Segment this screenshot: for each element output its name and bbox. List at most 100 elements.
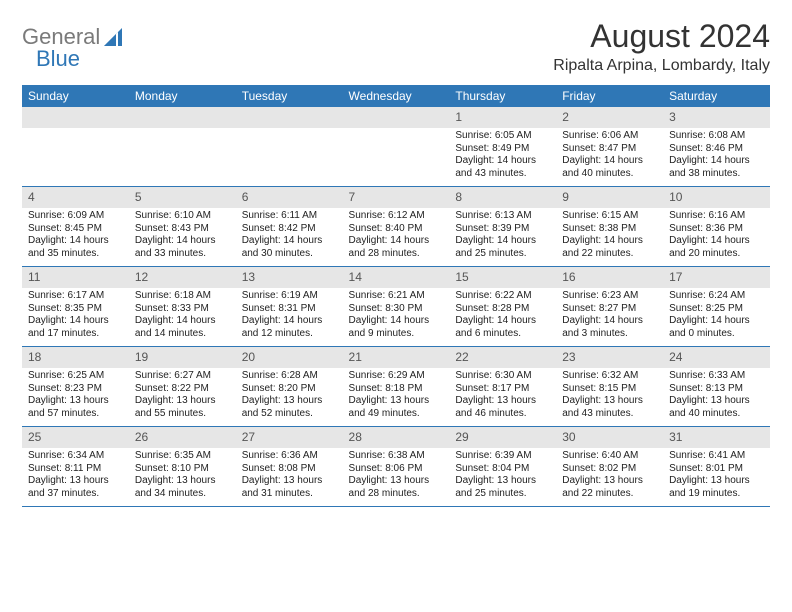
logo-sail-icon [104, 28, 126, 46]
day-info-cell: Sunrise: 6:30 AMSunset: 8:17 PMDaylight:… [449, 368, 556, 427]
sunset-text: Sunset: 8:23 PM [28, 383, 123, 396]
day-number-cell: 12 [129, 267, 236, 289]
sunrise-text: Sunrise: 6:29 AM [349, 370, 444, 383]
daylight-text: Daylight: 14 hours and 25 minutes. [455, 235, 550, 260]
day-info-cell: Sunrise: 6:32 AMSunset: 8:15 PMDaylight:… [556, 368, 663, 427]
sunrise-text: Sunrise: 6:33 AM [669, 370, 764, 383]
sunset-text: Sunset: 8:25 PM [669, 303, 764, 316]
day-number-cell: 19 [129, 347, 236, 369]
day-info-row: Sunrise: 6:09 AMSunset: 8:45 PMDaylight:… [22, 208, 770, 267]
month-title: August 2024 [553, 18, 770, 55]
daylight-text: Daylight: 14 hours and 9 minutes. [349, 315, 444, 340]
sunrise-text: Sunrise: 6:05 AM [455, 130, 550, 143]
sunrise-text: Sunrise: 6:06 AM [562, 130, 657, 143]
day-info-cell: Sunrise: 6:41 AMSunset: 8:01 PMDaylight:… [663, 448, 770, 507]
sunset-text: Sunset: 8:47 PM [562, 143, 657, 156]
day-number-cell: 24 [663, 347, 770, 369]
weekday-header: Tuesday [236, 85, 343, 107]
day-info-cell [22, 128, 129, 187]
daylight-text: Daylight: 13 hours and 57 minutes. [28, 395, 123, 420]
sunset-text: Sunset: 8:42 PM [242, 223, 337, 236]
day-info-cell: Sunrise: 6:09 AMSunset: 8:45 PMDaylight:… [22, 208, 129, 267]
sunset-text: Sunset: 8:10 PM [135, 463, 230, 476]
day-number-cell: 10 [663, 187, 770, 209]
sunrise-text: Sunrise: 6:27 AM [135, 370, 230, 383]
day-number-cell: 28 [343, 427, 450, 449]
sunset-text: Sunset: 8:35 PM [28, 303, 123, 316]
day-info-cell: Sunrise: 6:19 AMSunset: 8:31 PMDaylight:… [236, 288, 343, 347]
sunrise-text: Sunrise: 6:23 AM [562, 290, 657, 303]
day-number-row: 45678910 [22, 187, 770, 209]
sunset-text: Sunset: 8:15 PM [562, 383, 657, 396]
daylight-text: Daylight: 14 hours and 20 minutes. [669, 235, 764, 260]
daylight-text: Daylight: 13 hours and 55 minutes. [135, 395, 230, 420]
sunset-text: Sunset: 8:40 PM [349, 223, 444, 236]
day-number-cell: 6 [236, 187, 343, 209]
sunset-text: Sunset: 8:08 PM [242, 463, 337, 476]
sunrise-text: Sunrise: 6:08 AM [669, 130, 764, 143]
sunrise-text: Sunrise: 6:18 AM [135, 290, 230, 303]
sunrise-text: Sunrise: 6:13 AM [455, 210, 550, 223]
day-number-cell: 8 [449, 187, 556, 209]
day-info-row: Sunrise: 6:34 AMSunset: 8:11 PMDaylight:… [22, 448, 770, 507]
day-info-cell: Sunrise: 6:23 AMSunset: 8:27 PMDaylight:… [556, 288, 663, 347]
day-number-cell: 16 [556, 267, 663, 289]
sunset-text: Sunset: 8:28 PM [455, 303, 550, 316]
day-number-cell: 27 [236, 427, 343, 449]
day-info-cell: Sunrise: 6:22 AMSunset: 8:28 PMDaylight:… [449, 288, 556, 347]
sunrise-text: Sunrise: 6:16 AM [669, 210, 764, 223]
sunrise-text: Sunrise: 6:17 AM [28, 290, 123, 303]
day-number-cell: 18 [22, 347, 129, 369]
daylight-text: Daylight: 13 hours and 52 minutes. [242, 395, 337, 420]
day-info-cell: Sunrise: 6:05 AMSunset: 8:49 PMDaylight:… [449, 128, 556, 187]
daylight-text: Daylight: 13 hours and 40 minutes. [669, 395, 764, 420]
sunrise-text: Sunrise: 6:40 AM [562, 450, 657, 463]
day-info-cell [129, 128, 236, 187]
day-info-cell: Sunrise: 6:29 AMSunset: 8:18 PMDaylight:… [343, 368, 450, 427]
day-number-cell: 22 [449, 347, 556, 369]
daylight-text: Daylight: 14 hours and 12 minutes. [242, 315, 337, 340]
weekday-header: Saturday [663, 85, 770, 107]
daylight-text: Daylight: 13 hours and 43 minutes. [562, 395, 657, 420]
day-number-cell: 23 [556, 347, 663, 369]
sunset-text: Sunset: 8:27 PM [562, 303, 657, 316]
sunset-text: Sunset: 8:49 PM [455, 143, 550, 156]
day-info-cell: Sunrise: 6:33 AMSunset: 8:13 PMDaylight:… [663, 368, 770, 427]
daylight-text: Daylight: 14 hours and 40 minutes. [562, 155, 657, 180]
day-number-row: 11121314151617 [22, 267, 770, 289]
sunset-text: Sunset: 8:02 PM [562, 463, 657, 476]
daylight-text: Daylight: 14 hours and 0 minutes. [669, 315, 764, 340]
sunset-text: Sunset: 8:20 PM [242, 383, 337, 396]
weekday-header: Monday [129, 85, 236, 107]
day-info-cell: Sunrise: 6:35 AMSunset: 8:10 PMDaylight:… [129, 448, 236, 507]
day-info-cell: Sunrise: 6:10 AMSunset: 8:43 PMDaylight:… [129, 208, 236, 267]
header: General August 2024 Ripalta Arpina, Lomb… [22, 18, 770, 75]
daylight-text: Daylight: 13 hours and 28 minutes. [349, 475, 444, 500]
day-number-cell: 4 [22, 187, 129, 209]
weekday-header-row: SundayMondayTuesdayWednesdayThursdayFrid… [22, 85, 770, 107]
daylight-text: Daylight: 13 hours and 31 minutes. [242, 475, 337, 500]
weekday-header: Friday [556, 85, 663, 107]
daylight-text: Daylight: 13 hours and 37 minutes. [28, 475, 123, 500]
daylight-text: Daylight: 13 hours and 19 minutes. [669, 475, 764, 500]
day-number-cell: 26 [129, 427, 236, 449]
day-info-cell: Sunrise: 6:34 AMSunset: 8:11 PMDaylight:… [22, 448, 129, 507]
day-info-cell [236, 128, 343, 187]
day-info-cell: Sunrise: 6:28 AMSunset: 8:20 PMDaylight:… [236, 368, 343, 427]
day-info-cell: Sunrise: 6:16 AMSunset: 8:36 PMDaylight:… [663, 208, 770, 267]
sunrise-text: Sunrise: 6:22 AM [455, 290, 550, 303]
daylight-text: Daylight: 14 hours and 6 minutes. [455, 315, 550, 340]
daylight-text: Daylight: 14 hours and 38 minutes. [669, 155, 764, 180]
sunset-text: Sunset: 8:01 PM [669, 463, 764, 476]
day-info-cell: Sunrise: 6:12 AMSunset: 8:40 PMDaylight:… [343, 208, 450, 267]
day-number-cell: 20 [236, 347, 343, 369]
sunset-text: Sunset: 8:22 PM [135, 383, 230, 396]
day-info-cell: Sunrise: 6:40 AMSunset: 8:02 PMDaylight:… [556, 448, 663, 507]
daylight-text: Daylight: 13 hours and 22 minutes. [562, 475, 657, 500]
day-info-cell: Sunrise: 6:36 AMSunset: 8:08 PMDaylight:… [236, 448, 343, 507]
sunrise-text: Sunrise: 6:39 AM [455, 450, 550, 463]
day-number-cell: 15 [449, 267, 556, 289]
daylight-text: Daylight: 14 hours and 33 minutes. [135, 235, 230, 260]
day-info-row: Sunrise: 6:25 AMSunset: 8:23 PMDaylight:… [22, 368, 770, 427]
sunset-text: Sunset: 8:11 PM [28, 463, 123, 476]
